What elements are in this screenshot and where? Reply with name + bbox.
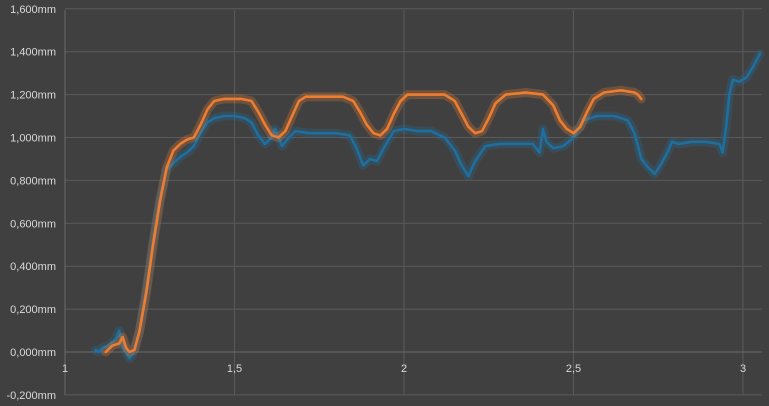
y-tick-label-1: 1,400mm (10, 47, 56, 59)
x-tick-label-4: 3 (740, 363, 746, 375)
y-tick-label-6: 0,400mm (10, 261, 56, 273)
series-2-glow (101, 85, 646, 357)
y-tick-label-4: 0,800mm (10, 175, 56, 187)
series-1-glow (91, 49, 765, 363)
y-tick-label-7: 0,200mm (10, 304, 56, 316)
x-tick-label-0: 1 (62, 363, 68, 375)
y-tick-label-5: 0,600mm (10, 218, 56, 230)
series-lines (91, 49, 765, 363)
x-tick-label-3: 2,5 (566, 363, 581, 375)
y-tick-label-3: 1,000mm (10, 133, 56, 145)
series-2-line (104, 89, 643, 354)
tick-labels: 1,600mm 1,400mm 1,200mm 1,000mm 0,800mm 0,600… (6, 4, 746, 402)
x-tick-label-1: 1,5 (227, 363, 242, 375)
y-tick-label-0: 1,600mm (10, 4, 56, 16)
grid-lines (64, 8, 762, 396)
x-tick-label-2: 2 (401, 363, 407, 375)
y-tick-label-8: 0,000mm (10, 347, 56, 359)
y-tick-label-2: 1,200mm (10, 90, 56, 102)
y-tick-label-9: -0,200mm (6, 390, 56, 402)
series-1-line (94, 52, 762, 360)
